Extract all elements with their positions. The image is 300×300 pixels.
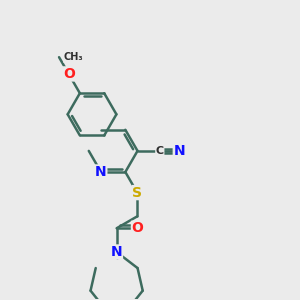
Text: O: O [131, 221, 143, 235]
Text: O: O [63, 67, 75, 81]
Text: N: N [95, 165, 107, 179]
Text: CH₃: CH₃ [64, 52, 83, 62]
Text: C: C [156, 146, 164, 156]
Text: N: N [111, 245, 122, 259]
Text: N: N [173, 144, 185, 158]
Text: S: S [132, 186, 142, 200]
